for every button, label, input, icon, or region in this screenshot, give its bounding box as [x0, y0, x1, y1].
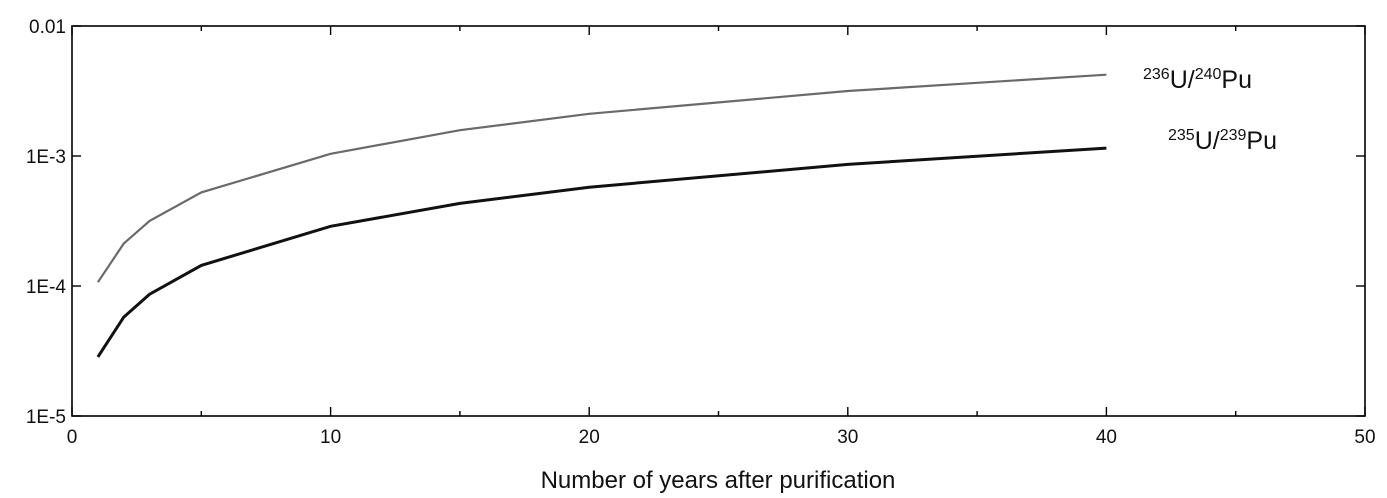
y-tick-label: 1E-4	[26, 277, 67, 298]
tick-labels: 0 10 20 30 40 50 1E-5 1E-4 1E-3 0.01	[26, 17, 1376, 448]
series-label-236u-240pu: 236U/240Pu	[1143, 66, 1252, 94]
series-line-236u-240pu	[96, 73, 1107, 283]
y-tick-label: 0.01	[29, 17, 66, 38]
y-tick-label: 1E-5	[26, 407, 66, 428]
x-tick-label: 10	[320, 427, 341, 448]
x-axis-title: Number of years after purification	[541, 467, 896, 494]
x-tick-label: 30	[837, 427, 858, 448]
x-tick-label: 40	[1096, 427, 1117, 448]
x-tick-label: 50	[1354, 427, 1375, 448]
series-line-235u-239pu	[96, 146, 1107, 358]
x-tick-label: 0	[67, 427, 78, 448]
series-label-235u-239pu: 235U/239Pu	[1168, 127, 1277, 155]
x-tick-label: 20	[579, 427, 600, 448]
series-lines	[96, 73, 1107, 358]
y-tick-label: 1E-3	[26, 147, 66, 168]
axis-ticks	[71, 25, 1366, 417]
